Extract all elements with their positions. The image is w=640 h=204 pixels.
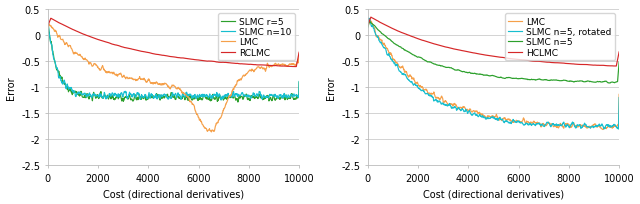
HCLMC <box>380 24 387 26</box>
LMC <box>510 120 518 122</box>
LMC <box>235 79 243 82</box>
SLMC r=5 <box>190 98 198 100</box>
Line: LMC: LMC <box>368 20 619 130</box>
SLMC r=5 <box>197 98 205 101</box>
SLMC n=5, rotated <box>555 124 563 126</box>
SLMC n=10 <box>204 97 212 99</box>
SLMC n=10 <box>190 95 198 98</box>
SLMC n=10 <box>44 25 52 27</box>
SLMC n=5, rotated <box>380 47 387 49</box>
LMC <box>555 127 563 129</box>
X-axis label: Cost (directional derivatives): Cost (directional derivatives) <box>103 188 244 198</box>
X-axis label: Cost (directional derivatives): Cost (directional derivatives) <box>423 188 564 198</box>
SLMC n=5, rotated <box>580 122 588 125</box>
SLMC r=5 <box>295 81 303 84</box>
LMC <box>365 19 372 21</box>
SLMC n=5, rotated <box>615 97 623 99</box>
RCLMC <box>197 60 205 62</box>
LMC <box>207 131 215 133</box>
LMC <box>598 129 606 131</box>
RCLMC <box>291 66 299 69</box>
HCLMC <box>364 25 372 28</box>
Line: SLMC n=5, rotated: SLMC n=5, rotated <box>368 19 619 129</box>
SLMC n=5 <box>510 78 518 80</box>
SLMC n=10 <box>44 27 52 29</box>
LMC <box>364 26 372 28</box>
LMC <box>524 121 532 123</box>
SLMC n=5 <box>615 62 623 64</box>
Line: SLMC n=5: SLMC n=5 <box>368 22 619 84</box>
SLMC r=5 <box>235 96 243 98</box>
RCLMC <box>47 18 55 20</box>
RCLMC <box>44 26 52 28</box>
RCLMC <box>235 63 243 65</box>
LMC <box>44 28 52 31</box>
SLMC n=10 <box>217 99 225 102</box>
SLMC n=5, rotated <box>364 26 372 29</box>
SLMC n=5, rotated <box>510 120 518 122</box>
LMC <box>60 41 67 43</box>
SLMC r=5 <box>261 97 269 99</box>
HCLMC <box>615 51 623 54</box>
SLMC n=5, rotated <box>517 122 525 125</box>
HCLMC <box>510 58 518 61</box>
LMC <box>517 121 525 124</box>
LMC <box>295 53 303 55</box>
RCLMC <box>260 64 268 67</box>
SLMC n=10 <box>60 82 67 85</box>
SLMC n=5 <box>380 34 387 37</box>
LMC <box>204 130 212 132</box>
Line: HCLMC: HCLMC <box>368 18 619 67</box>
HCLMC <box>555 62 563 65</box>
LMC <box>615 94 623 96</box>
SLMC n=5 <box>366 21 374 23</box>
SLMC n=5, rotated <box>365 18 373 20</box>
SLMC r=5 <box>60 82 67 84</box>
SLMC n=10 <box>295 81 303 83</box>
SLMC r=5 <box>45 26 52 28</box>
HCLMC <box>517 59 525 62</box>
SLMC n=5 <box>555 80 563 82</box>
SLMC n=5 <box>364 27 372 30</box>
Y-axis label: Error: Error <box>6 76 15 99</box>
Legend: LMC, SLMC n=5, rotated, SLMC n=5, HCLMC: LMC, SLMC n=5, rotated, SLMC n=5, HCLMC <box>505 14 614 61</box>
Line: LMC: LMC <box>48 24 299 132</box>
RCLMC <box>295 52 303 54</box>
Line: RCLMC: RCLMC <box>48 19 299 67</box>
SLMC n=5, rotated <box>614 128 622 131</box>
HCLMC <box>612 65 620 68</box>
Line: SLMC r=5: SLMC r=5 <box>48 27 299 102</box>
LMC <box>190 105 198 107</box>
SLMC n=10 <box>235 95 243 97</box>
HCLMC <box>524 60 532 62</box>
SLMC r=5 <box>44 29 52 31</box>
SLMC n=5 <box>517 78 525 80</box>
LMC <box>261 68 269 70</box>
Line: SLMC n=10: SLMC n=10 <box>48 26 299 101</box>
LMC <box>197 120 205 122</box>
SLMC n=5 <box>580 81 588 84</box>
SLMC n=10 <box>261 96 269 98</box>
HCLMC <box>580 64 588 66</box>
SLMC n=5 <box>524 79 532 81</box>
Legend: SLMC r=5, SLMC n=10, LMC, RCLMC: SLMC r=5, SLMC n=10, LMC, RCLMC <box>218 14 294 61</box>
SLMC n=10 <box>197 95 205 98</box>
SLMC n=5 <box>606 82 614 85</box>
HCLMC <box>367 17 375 19</box>
SLMC n=5, rotated <box>524 123 532 126</box>
RCLMC <box>190 59 198 61</box>
SLMC r=5 <box>204 99 212 101</box>
SLMC r=5 <box>234 101 242 104</box>
RCLMC <box>204 61 212 63</box>
Y-axis label: Error: Error <box>326 76 335 99</box>
LMC <box>580 125 588 128</box>
RCLMC <box>60 24 67 27</box>
LMC <box>45 23 52 26</box>
LMC <box>380 44 387 46</box>
